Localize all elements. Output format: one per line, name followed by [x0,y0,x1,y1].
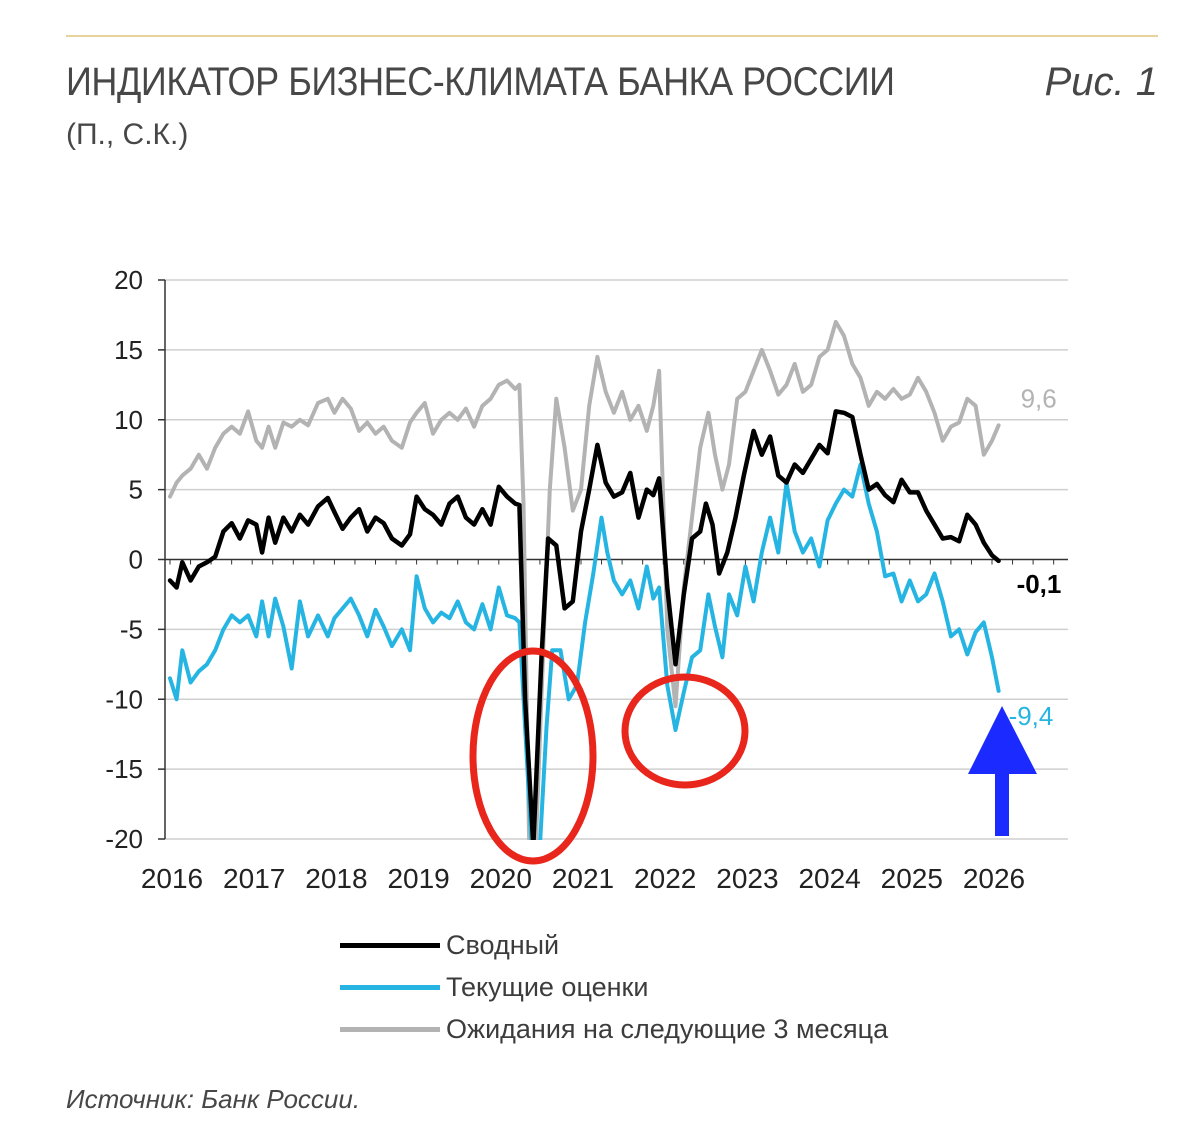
legend-item-composite: Сводный [340,924,888,966]
legend-item-current: Текущие оценки [340,966,888,1008]
legend-label-expectations: Ожидания на следующие 3 месяца [446,1013,889,1044]
legend-swatch-expectations [340,1026,440,1032]
x-tick-label: 2021 [552,863,614,894]
annotation-arrow-head [968,706,1037,774]
legend-label-composite: Сводный [446,929,560,960]
label-layer: 20 15 10 5 0 -5 -10 -15 -20 2016 2017 2018 2019 2020 2… [105,265,1061,894]
x-tick-label: 2025 [881,863,943,894]
x-tick-label: 2016 [141,863,203,894]
y-tick-label: 10 [114,405,143,435]
legend-swatch-current [340,984,440,990]
end-label-expectations: 9,6 [1021,383,1057,413]
end-label-composite: -0,1 [1017,569,1062,599]
legend-label-current: Текущие оценки [446,971,649,1002]
figure-label: Рис. 1 [1044,60,1158,104]
legend-swatch-composite [340,942,440,948]
annotation-arrow-shaft [995,770,1009,836]
grid-layer [165,279,1068,840]
chart-legend: Сводный Текущие оценки Ожидания на следу… [340,924,888,1050]
annotation-circle-2022 [621,673,749,789]
y-tick-label: 0 [129,545,143,575]
source-note: Источник: Банк России. [66,1084,361,1114]
x-tick-label: 2019 [387,863,449,894]
x-tick-label: 2023 [716,863,778,894]
chart-subtitle: (П., С.К.) [66,118,189,151]
y-tick-label: 15 [114,335,143,365]
x-tick-label: 2017 [223,863,285,894]
y-tick-label: -20 [105,824,143,854]
x-tick-label: 2024 [798,863,860,894]
axis-layer [158,279,1068,840]
annotation-circle-2020 [469,647,597,865]
y-tick-label: -5 [120,614,143,644]
x-tick-label: 2018 [305,863,367,894]
end-label-current: -9,4 [1009,701,1054,731]
x-tick-label: 2022 [634,863,696,894]
series-line-composite [167,409,1001,840]
y-tick-label: 20 [114,265,143,295]
y-tick-label: -10 [105,684,143,714]
annotation-layer [469,647,1037,865]
top-accent-rule [66,35,1158,37]
x-tick-label: 2026 [963,863,1025,894]
chart-title: ИНДИКАТОР БИЗНЕС-КЛИМАТА БАНКА РОССИИ [66,60,895,104]
legend-item-expectations: Ожидания на следующие 3 месяца [340,1008,888,1050]
x-tick-label: 2020 [470,863,532,894]
series-line-current [168,462,1001,840]
y-tick-label: -15 [105,754,143,784]
series-line-expectations [168,319,1001,840]
series-layer [167,319,1001,840]
y-tick-label: 5 [129,475,143,505]
